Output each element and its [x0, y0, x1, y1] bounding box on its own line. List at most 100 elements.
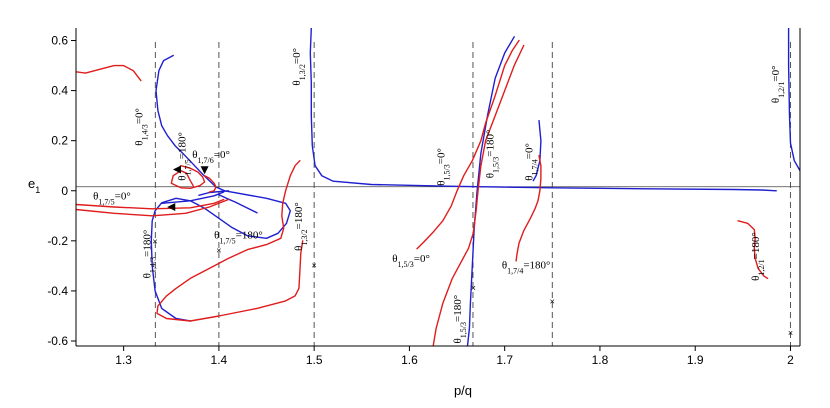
annotations: θ1,4/3=0°θ1,7/5=180° θ1,7/6=0°θ1,7/5=0°θ1… — [93, 48, 785, 344]
annotation-label-11: θ1,5/3=0° — [392, 253, 430, 269]
curve-red-13 — [156, 160, 304, 322]
annotation-theta: θ — [93, 191, 98, 203]
annotation-value: =180° — [141, 230, 153, 257]
axes: 1.3 1.4 1.5 1.6 1.7 1.8 1.9 2 -0.6 -0.4 -0.2 0 0.2 0.… — [47, 28, 801, 367]
annotation-theta: θ — [177, 175, 189, 180]
marker-5: × — [788, 328, 793, 338]
annotation-subscript: 1,2/1 — [757, 259, 766, 275]
annotation-theta: θ — [134, 140, 146, 145]
annotation-subscript: 1,7/4 — [507, 266, 523, 275]
annotation-theta: θ — [214, 229, 219, 241]
y-tick-label-5: 0.4 — [51, 84, 68, 98]
annotation-label-5: θ1,7/5=180° — [214, 229, 263, 245]
curve-red-12 — [203, 175, 217, 193]
annotation-label-9: θ1,5/3=180° — [484, 130, 500, 179]
annotation-label-3: θ1,7/5=0° — [93, 191, 131, 207]
annotation-label-13: θ1,7/4=180° — [502, 259, 551, 275]
annotation-subscript: 1,2/1 — [777, 82, 786, 98]
annotation-subscript: 1,5/3 — [442, 164, 451, 180]
annotation-value: =0° — [134, 108, 146, 124]
x-tick-label-4: 1.7 — [496, 353, 513, 367]
annotation-value: =180° — [750, 232, 762, 259]
annotation-value: =180° — [523, 259, 550, 271]
curve-red-11 — [170, 165, 206, 189]
annotation-subscript: 1,7/4 — [530, 159, 539, 175]
annotation-subscript: 1,5/3 — [458, 322, 467, 338]
annotation-subscript: 1,7/5 — [183, 159, 192, 175]
curve-blue-6 — [466, 36, 515, 346]
annotation-value: =0° — [770, 65, 782, 81]
arrow-0 — [172, 165, 181, 174]
annotation-theta: θ — [141, 273, 153, 278]
annotation-label-14: θ1,2/1=180° — [750, 232, 766, 281]
x-tick-label-3: 1.6 — [401, 353, 418, 367]
y-tick-label-6: 0.6 — [51, 34, 68, 48]
curve-red-14 — [416, 39, 520, 250]
annotation-subscript: 1,7/5 — [98, 197, 114, 206]
arrow-2 — [167, 203, 176, 212]
y-tick-label-2: -0.2 — [47, 234, 68, 248]
x-tick-label-5: 1.8 — [592, 353, 609, 367]
curve-blue-0 — [150, 54, 291, 322]
annotation-label-0: θ1,4/3=0° — [134, 108, 150, 146]
annotation-label-1: θ1,7/5=180° — [177, 132, 193, 181]
x-tick-label-6: 1.9 — [687, 353, 704, 367]
curve-red-8 — [76, 64, 142, 82]
curves — [76, 28, 800, 346]
annotation-theta: θ — [192, 149, 197, 161]
arrow-1 — [200, 166, 209, 175]
annotation-theta: θ — [484, 173, 496, 178]
annotation-value: =180° — [293, 202, 305, 229]
annotation-value: =0° — [436, 148, 448, 164]
annotation-value: =0° — [291, 48, 303, 64]
marker-0: × — [152, 237, 157, 247]
annotation-value: =180° — [484, 130, 496, 157]
annotation-label-8: θ1,5/3=0° — [436, 148, 452, 186]
x-tick-label-2: 1.5 — [306, 353, 323, 367]
annotation-label-15: θ1,2/1=0° — [770, 65, 786, 103]
y-axis-title-sub: 1 — [35, 185, 40, 195]
annotation-subscript: 1,4/3 — [140, 124, 149, 140]
annotation-label-4: θ1,4/3=180° — [141, 230, 157, 279]
marker-3: × — [471, 283, 476, 293]
reference-lines — [76, 42, 800, 346]
annotation-label-2: θ1,7/6=0° — [192, 149, 230, 165]
annotation-subscript: 1,3/2 — [297, 64, 306, 80]
annotation-value: =180° — [452, 295, 464, 322]
marker-4: × — [550, 297, 555, 307]
annotation-subscript: 1,7/6 — [198, 156, 214, 165]
marker-2: × — [312, 260, 317, 270]
curve-red-15 — [432, 44, 525, 346]
x-tick-label-7: 2 — [787, 353, 794, 367]
annotation-value: =0° — [214, 149, 230, 161]
annotation-label-12: θ1,5/3=180° — [452, 295, 468, 344]
annotation-value: =0° — [523, 143, 535, 159]
annotation-theta: θ — [436, 180, 448, 185]
curve-blue-1 — [161, 191, 225, 204]
annotation-subscript: 1,5/3 — [491, 157, 500, 173]
annotation-label-7: θ1,3/2=0° — [291, 48, 307, 86]
annotation-theta: θ — [392, 253, 397, 265]
annotation-theta: θ — [291, 80, 303, 85]
curve-blue-4 — [309, 28, 777, 192]
annotation-value: =180° — [177, 132, 189, 159]
y-tick-label-1: -0.4 — [47, 284, 68, 298]
y-axis-title: e1 — [28, 176, 40, 195]
annotation-label-10: θ1,7/4=0° — [523, 143, 539, 181]
y-tick-label-0: -0.6 — [47, 334, 68, 348]
annotation-theta: θ — [770, 98, 782, 103]
arrows — [167, 165, 209, 212]
curve-red-17 — [737, 220, 769, 280]
annotation-value: =180° — [236, 229, 263, 241]
markers: × × × × × × — [152, 237, 793, 338]
y-tick-label-4: 0.2 — [51, 134, 68, 148]
annotation-theta: θ — [293, 246, 305, 251]
marker-1: × — [216, 245, 221, 255]
curve-blue-3 — [218, 194, 258, 214]
annotation-theta: θ — [750, 276, 762, 281]
annotation-subscript: 1,7/5 — [219, 236, 235, 245]
curve-red-10 — [76, 198, 230, 217]
annotation-value: =0° — [414, 253, 430, 265]
x-tick-label-1: 1.4 — [211, 353, 228, 367]
